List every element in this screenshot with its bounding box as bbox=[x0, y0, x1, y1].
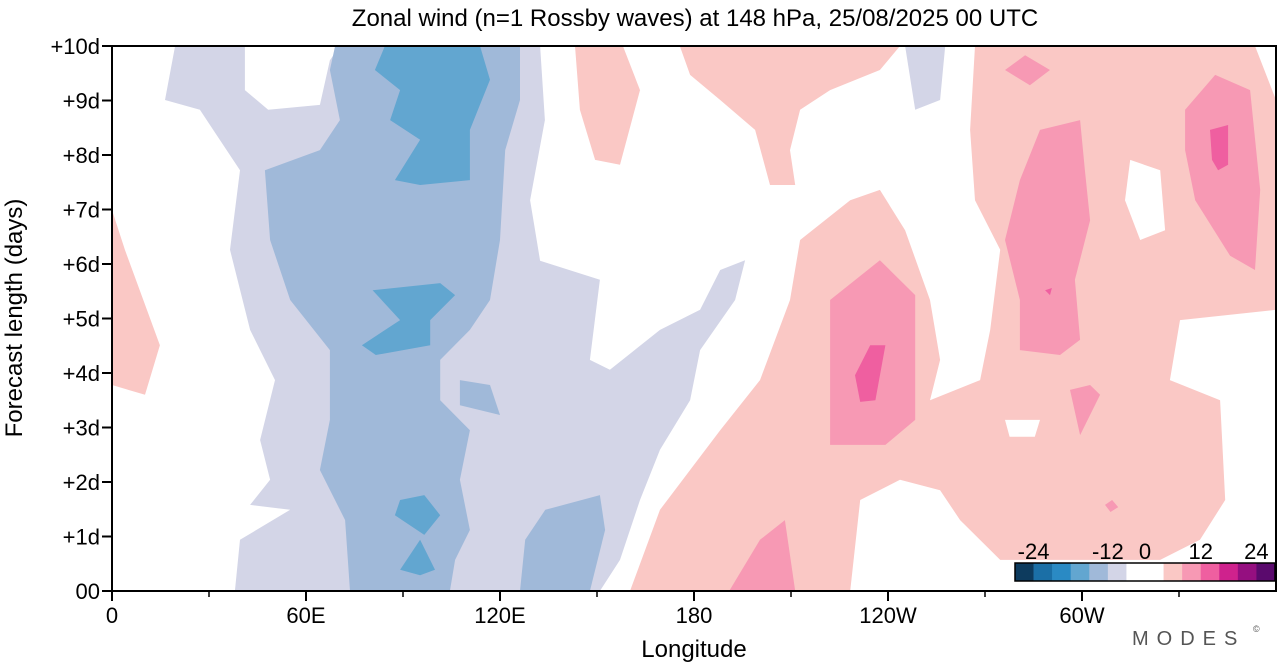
y-tick-label: +6d bbox=[63, 252, 100, 277]
colorbar-swatch bbox=[1237, 563, 1257, 581]
contour-region-pos9 bbox=[1045, 288, 1052, 296]
colorbar-swatch bbox=[1089, 563, 1109, 581]
y-tick-label: +7d bbox=[63, 198, 100, 223]
contour-region-pos9 bbox=[855, 345, 886, 402]
y-axis: 00 +1d +2d +3d +4d +5d +6d +7d +8d +9d +10d bbox=[50, 34, 112, 604]
colorbar-swatch bbox=[1015, 563, 1034, 581]
y-tick-label: +5d bbox=[63, 307, 100, 332]
colorbar-label: 12 bbox=[1188, 539, 1212, 564]
y-tick-label: +9d bbox=[63, 89, 100, 114]
contour-region-pos6 bbox=[1185, 74, 1261, 271]
x-tick-label: 0 bbox=[106, 603, 118, 628]
y-tick-label: +3d bbox=[63, 416, 100, 441]
contour-region-neg9 bbox=[361, 283, 456, 355]
contour-region-pos9 bbox=[1210, 125, 1229, 171]
contour-region-pos0 bbox=[1005, 419, 1040, 437]
colorbar-label: 24 bbox=[1244, 539, 1268, 564]
colorbar-label: 0 bbox=[1139, 539, 1151, 564]
contour-region-pos6 bbox=[1070, 385, 1101, 436]
chart-title: Zonal wind (n=1 Rossby waves) at 148 hPa… bbox=[352, 5, 1038, 32]
colorbar-swatch bbox=[1126, 563, 1146, 581]
x-tick-label: 120W bbox=[859, 603, 917, 628]
x-tick-label: 180 bbox=[676, 603, 713, 628]
colorbar-swatch bbox=[1163, 563, 1183, 581]
contour-region-pos0 bbox=[1125, 159, 1166, 240]
y-tick-label: +1d bbox=[63, 525, 100, 550]
colorbar-frame bbox=[1014, 562, 1276, 582]
y-tick-label: +10d bbox=[50, 34, 100, 59]
colorbar-swatch bbox=[1052, 563, 1072, 581]
colorbar-swatch bbox=[1182, 563, 1202, 581]
y-tick-label: +8d bbox=[63, 143, 100, 168]
contour-region-pos3 bbox=[679, 46, 900, 185]
contour-region-pos6 bbox=[729, 520, 796, 591]
contour-region-pos3 bbox=[630, 46, 1276, 591]
colorbar: -24 -12 0 12 24 bbox=[1014, 539, 1276, 582]
contour-region-pos6 bbox=[1105, 500, 1119, 512]
contour-region-neg9 bbox=[394, 495, 441, 535]
colorbar-swatch bbox=[1219, 563, 1239, 581]
contour-region-pos6 bbox=[1005, 55, 1050, 86]
contour-region-neg6 bbox=[520, 495, 606, 591]
colorbar-swatch bbox=[1033, 563, 1053, 581]
colorbar-label: -24 bbox=[1018, 539, 1050, 564]
colorbar-swatch bbox=[1145, 563, 1164, 581]
colorbar-label: -12 bbox=[1092, 539, 1124, 564]
x-axis: 0 60E 120E 180 120W 60W bbox=[106, 591, 1180, 628]
x-tick-label: 60E bbox=[286, 603, 325, 628]
plot-area bbox=[112, 46, 1276, 591]
y-axis-title: Forecast length (days) bbox=[1, 199, 28, 438]
colorbar-swatch bbox=[1107, 563, 1127, 581]
contour-region-pos3 bbox=[575, 46, 640, 165]
y-tick-label: 00 bbox=[76, 579, 100, 604]
colorbar-swatch bbox=[1256, 563, 1276, 581]
y-tick-label: +4d bbox=[63, 361, 100, 386]
contour-region-neg9 bbox=[400, 539, 435, 576]
x-tick-label: 60W bbox=[1059, 603, 1104, 628]
contour-region-neg6 bbox=[264, 46, 520, 591]
contour-region-neg6 bbox=[459, 380, 500, 415]
contour-region-neg3 bbox=[905, 46, 946, 110]
contour-region-pos6 bbox=[1005, 120, 1091, 355]
x-axis-title: Longitude bbox=[641, 636, 746, 663]
modes-logo: MODES bbox=[1132, 628, 1245, 650]
x-tick-label: 120E bbox=[474, 603, 525, 628]
copyright-mark: © bbox=[1253, 624, 1260, 634]
y-tick-label: +2d bbox=[63, 470, 100, 495]
contour-region-pos3 bbox=[112, 210, 160, 395]
colorbar-swatch bbox=[1200, 563, 1220, 581]
contour-region-neg9 bbox=[374, 46, 490, 185]
colorbar-swatch bbox=[1070, 563, 1090, 581]
